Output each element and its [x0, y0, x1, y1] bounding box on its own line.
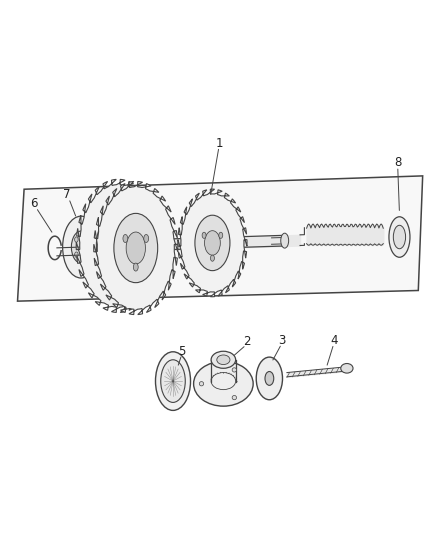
Polygon shape: [178, 189, 247, 297]
Ellipse shape: [133, 263, 138, 271]
Text: 4: 4: [330, 334, 338, 346]
Ellipse shape: [232, 395, 237, 400]
Ellipse shape: [71, 231, 91, 263]
Ellipse shape: [155, 352, 191, 410]
Ellipse shape: [114, 213, 158, 282]
Ellipse shape: [63, 216, 99, 278]
Ellipse shape: [144, 235, 148, 243]
Ellipse shape: [389, 217, 410, 257]
Ellipse shape: [265, 372, 274, 385]
Text: 1: 1: [215, 138, 223, 150]
Text: 3: 3: [278, 334, 285, 346]
Ellipse shape: [84, 237, 88, 242]
Ellipse shape: [211, 351, 236, 368]
Ellipse shape: [74, 252, 78, 257]
Ellipse shape: [123, 235, 128, 243]
Ellipse shape: [96, 211, 140, 280]
Ellipse shape: [199, 382, 204, 386]
Text: 5: 5: [178, 345, 185, 358]
Ellipse shape: [393, 225, 406, 249]
Ellipse shape: [161, 360, 185, 402]
Ellipse shape: [126, 232, 145, 264]
Ellipse shape: [205, 231, 220, 255]
Ellipse shape: [194, 361, 253, 406]
Ellipse shape: [202, 232, 206, 238]
Ellipse shape: [341, 364, 353, 373]
Text: 8: 8: [394, 156, 401, 169]
Ellipse shape: [109, 230, 128, 262]
Ellipse shape: [116, 261, 121, 269]
Ellipse shape: [195, 215, 230, 271]
Text: 6: 6: [30, 197, 38, 210]
Polygon shape: [94, 181, 178, 314]
Polygon shape: [18, 176, 423, 301]
Ellipse shape: [74, 237, 78, 242]
Text: 2: 2: [243, 335, 251, 348]
Ellipse shape: [232, 368, 237, 372]
Ellipse shape: [210, 255, 215, 261]
Polygon shape: [76, 180, 160, 312]
Text: 7: 7: [63, 188, 71, 201]
Ellipse shape: [256, 357, 283, 400]
Ellipse shape: [126, 232, 131, 240]
Ellipse shape: [217, 355, 230, 365]
Ellipse shape: [219, 232, 223, 238]
Ellipse shape: [281, 233, 289, 248]
Ellipse shape: [106, 232, 110, 240]
Ellipse shape: [84, 252, 88, 257]
